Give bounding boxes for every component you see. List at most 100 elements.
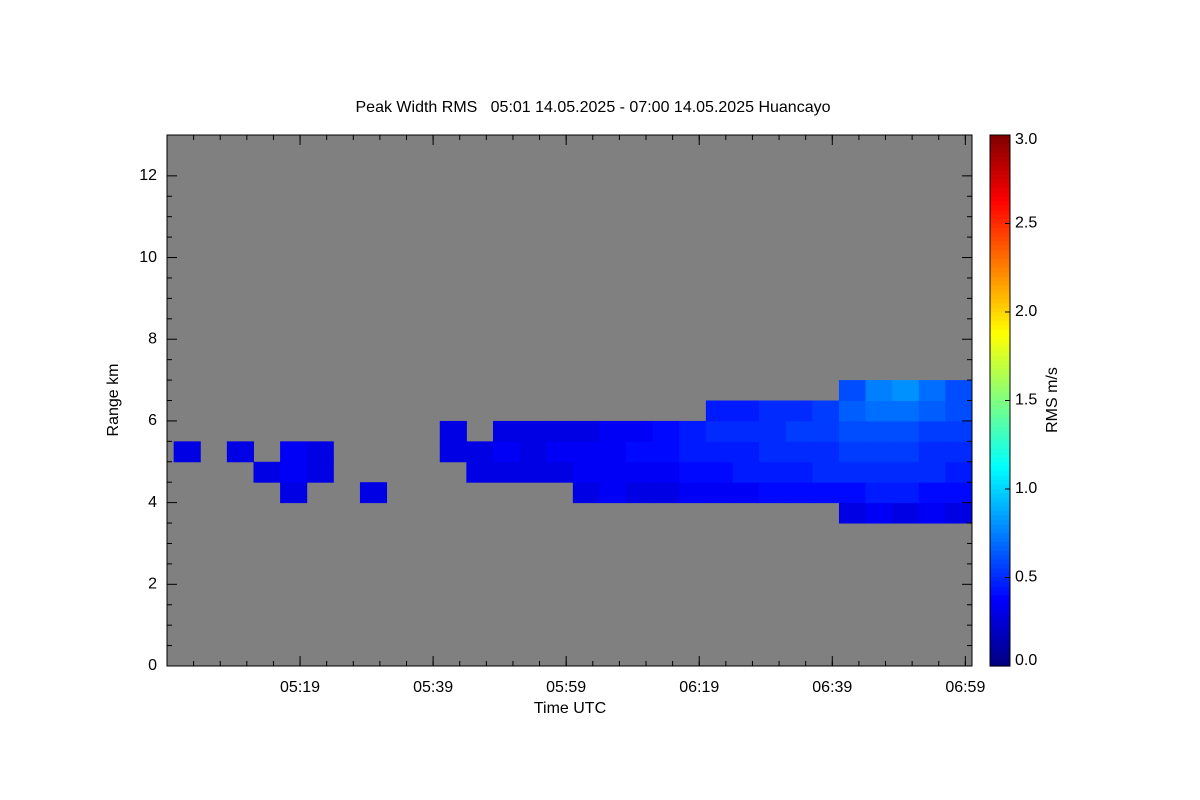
heatmap-cell <box>652 482 680 504</box>
heatmap-cell <box>838 482 867 504</box>
colorbar-segment <box>990 471 1010 477</box>
colorbar-segment <box>990 528 1010 534</box>
colorbar-segment <box>990 254 1010 260</box>
colorbar-segment <box>990 157 1010 163</box>
heatmap-cell <box>865 461 893 483</box>
colorbar-segment <box>990 378 1010 384</box>
colorbar-segment <box>990 303 1010 309</box>
heatmap-cell <box>519 441 547 463</box>
colorbar-segment <box>990 453 1010 459</box>
colorbar-segment <box>990 519 1010 525</box>
colorbar-segment <box>990 586 1010 592</box>
heatmap-cell <box>945 441 973 463</box>
heatmap-cell <box>280 441 308 463</box>
colorbar-segment <box>990 152 1010 158</box>
heatmap-cell <box>679 461 707 483</box>
colorbar-segment <box>990 409 1010 415</box>
colorbar-segment <box>990 550 1010 556</box>
heatmap-cell <box>785 461 813 483</box>
heatmap-cell <box>865 420 893 442</box>
colorbar-label: RMS m/s <box>1044 367 1061 433</box>
heatmap-cell <box>812 461 840 483</box>
colorbar-segment <box>990 338 1010 344</box>
colorbar-segment <box>990 387 1010 393</box>
colorbar-segment <box>990 599 1010 605</box>
colorbar-segment <box>990 577 1010 583</box>
heatmap-cell <box>945 420 973 442</box>
colorbar-segment <box>990 272 1010 278</box>
heatmap-cell <box>945 400 973 422</box>
heatmap-cell <box>759 420 787 442</box>
colorbar-segment <box>990 400 1010 406</box>
heatmap-cell <box>226 441 254 463</box>
colorbar-segment <box>990 205 1010 211</box>
colorbar-segment <box>990 373 1010 379</box>
colorbar-tick-label: 0.5 <box>1015 569 1037 586</box>
colorbar-segment <box>990 626 1010 632</box>
colorbar-segment <box>990 657 1010 663</box>
colorbar-segment <box>990 475 1010 481</box>
heatmap-cell <box>705 461 733 483</box>
heatmap-cell <box>945 482 973 504</box>
heatmap-cell <box>865 400 893 422</box>
heatmap-cell <box>732 461 760 483</box>
colorbar-segment <box>990 391 1010 397</box>
colorbar-segment <box>990 635 1010 641</box>
colorbar-segment <box>990 360 1010 366</box>
colorbar-segment <box>990 143 1010 149</box>
y-axis-label: Range km <box>105 364 122 437</box>
y-tick-label: 12 <box>139 167 157 184</box>
x-tick-label: 05:39 <box>413 679 453 696</box>
colorbar-segment <box>990 342 1010 348</box>
colorbar-segment <box>990 276 1010 282</box>
colorbar-segment <box>990 617 1010 623</box>
heatmap-cell <box>759 461 787 483</box>
colorbar-segment <box>990 524 1010 530</box>
colorbar-segment <box>990 511 1010 517</box>
heatmap-cell <box>652 461 680 483</box>
heatmap-cell <box>359 482 388 504</box>
heatmap-cell <box>918 380 946 401</box>
colorbar-segment <box>990 369 1010 375</box>
colorbar-segment <box>990 630 1010 636</box>
heatmap-cell <box>705 400 733 422</box>
heatmap-cell <box>679 441 707 463</box>
heatmap-cell <box>652 441 680 463</box>
colorbar-segment <box>990 174 1010 180</box>
heatmap-cell <box>572 461 600 483</box>
colorbar-segment <box>990 555 1010 561</box>
colorbar-segment <box>990 431 1010 437</box>
x-tick-label: 06:59 <box>945 679 985 696</box>
colorbar-segment <box>990 480 1010 486</box>
colorbar-segment <box>990 568 1010 574</box>
heatmap-cell <box>759 400 787 422</box>
colorbar-segment <box>990 161 1010 167</box>
colorbar-segment <box>990 449 1010 455</box>
heatmap-cell <box>732 441 760 463</box>
colorbar-segment <box>990 382 1010 388</box>
heatmap-cell <box>546 420 574 442</box>
heatmap-cell <box>838 400 867 422</box>
x-tick-label: 05:19 <box>280 679 320 696</box>
colorbar-segment <box>990 440 1010 446</box>
heatmap-cell <box>865 502 893 524</box>
colorbar-segment <box>990 661 1010 667</box>
colorbar-segment <box>990 320 1010 326</box>
colorbar-segment <box>990 542 1010 548</box>
colorbar-segment <box>990 573 1010 579</box>
y-tick-label: 2 <box>148 576 157 593</box>
heatmap-cell <box>785 420 813 442</box>
heatmap-cell <box>812 441 840 463</box>
heatmap-cell <box>918 420 946 442</box>
colorbar-segment <box>990 285 1010 291</box>
y-tick-label: 4 <box>148 494 157 511</box>
colorbar-segment <box>990 546 1010 552</box>
colorbar-segment <box>990 489 1010 495</box>
heatmap-cell <box>945 461 973 483</box>
heatmap-cell <box>626 420 654 442</box>
colorbar-segment <box>990 219 1010 225</box>
colorbar-segment <box>990 564 1010 570</box>
heatmap-cell <box>466 441 494 463</box>
heatmap-cell <box>892 482 920 504</box>
heatmap-cell <box>280 461 308 483</box>
